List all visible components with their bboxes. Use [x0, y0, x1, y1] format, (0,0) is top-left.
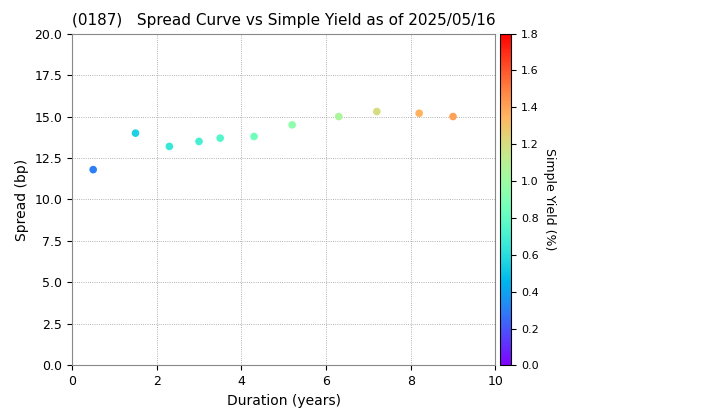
Point — [287, 121, 298, 128]
Point — [193, 138, 204, 145]
Point — [87, 166, 99, 173]
Point — [413, 110, 425, 117]
Y-axis label: Spread (bp): Spread (bp) — [15, 158, 29, 241]
Point — [447, 113, 459, 120]
Point — [248, 133, 260, 140]
Y-axis label: Simple Yield (%): Simple Yield (%) — [543, 148, 556, 251]
Point — [215, 135, 226, 142]
Point — [130, 130, 141, 136]
X-axis label: Duration (years): Duration (years) — [227, 394, 341, 408]
Text: (0187)   Spread Curve vs Simple Yield as of 2025/05/16: (0187) Spread Curve vs Simple Yield as o… — [72, 13, 495, 28]
Point — [333, 113, 344, 120]
Point — [163, 143, 175, 150]
Point — [371, 108, 382, 115]
